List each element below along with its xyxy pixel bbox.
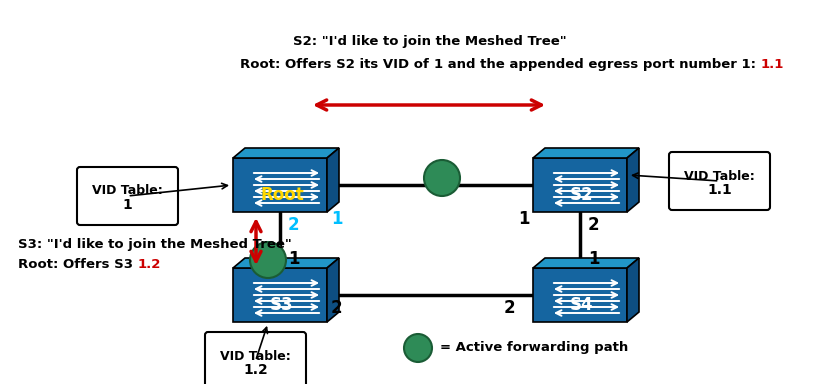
FancyBboxPatch shape — [205, 332, 306, 384]
Text: = Active forwarding path: = Active forwarding path — [440, 341, 628, 354]
Polygon shape — [627, 258, 639, 322]
Text: 1: 1 — [123, 198, 133, 212]
Polygon shape — [233, 258, 339, 268]
Text: 1: 1 — [434, 58, 443, 71]
Text: 1.1: 1.1 — [761, 58, 784, 71]
Text: VID Table:: VID Table: — [92, 184, 163, 197]
Polygon shape — [233, 148, 339, 158]
Text: 1.2: 1.2 — [244, 363, 268, 377]
Polygon shape — [327, 258, 339, 322]
Polygon shape — [233, 268, 327, 322]
Text: 1.1: 1.1 — [707, 183, 732, 197]
Polygon shape — [233, 158, 327, 212]
Text: 2: 2 — [504, 299, 515, 317]
Circle shape — [424, 160, 460, 196]
Text: S2: S2 — [570, 186, 594, 204]
Text: S3: S3 — [270, 296, 294, 314]
Circle shape — [404, 334, 432, 362]
FancyBboxPatch shape — [77, 167, 178, 225]
Text: 1: 1 — [331, 210, 343, 228]
Text: S2: "I'd like to join the Meshed Tree": S2: "I'd like to join the Meshed Tree" — [294, 35, 567, 48]
FancyBboxPatch shape — [669, 152, 770, 210]
Text: Root: Offers S3: Root: Offers S3 — [18, 258, 138, 271]
Text: 2: 2 — [588, 216, 600, 234]
Text: 1.2: 1.2 — [138, 258, 161, 271]
Polygon shape — [533, 148, 639, 158]
Text: S4: S4 — [570, 296, 594, 314]
Polygon shape — [627, 148, 639, 212]
Text: S3: "I'd like to join the Meshed Tree": S3: "I'd like to join the Meshed Tree" — [18, 238, 292, 251]
Polygon shape — [533, 258, 639, 268]
Circle shape — [250, 242, 286, 278]
Polygon shape — [533, 268, 627, 322]
Text: VID Table:: VID Table: — [220, 349, 291, 362]
Text: 1: 1 — [518, 210, 530, 228]
Text: Root: Root — [260, 186, 304, 204]
Polygon shape — [327, 148, 339, 212]
Text: and the appended egress port number 1:: and the appended egress port number 1: — [443, 58, 761, 71]
Text: VID Table:: VID Table: — [684, 169, 755, 182]
Text: 2: 2 — [331, 299, 343, 317]
Text: 1: 1 — [588, 250, 600, 268]
Text: Root: Offers S2 its VID of: Root: Offers S2 its VID of — [240, 58, 434, 71]
Polygon shape — [533, 158, 627, 212]
Text: 1: 1 — [288, 250, 299, 268]
Text: 2: 2 — [288, 216, 299, 234]
